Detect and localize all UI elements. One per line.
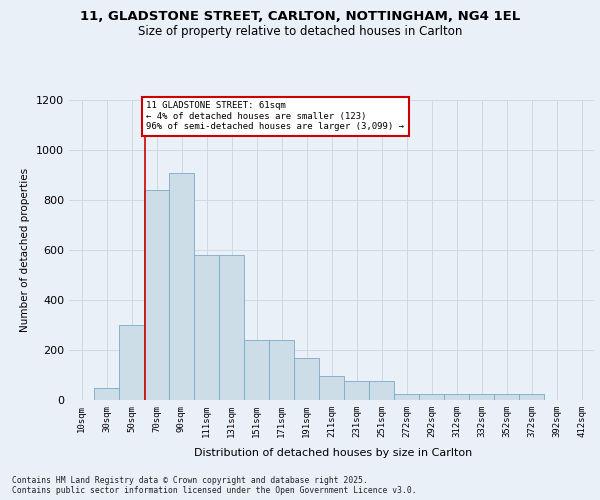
- Bar: [269, 340, 294, 400]
- Bar: [244, 340, 269, 400]
- Bar: [444, 394, 469, 400]
- Bar: [344, 381, 369, 400]
- Bar: [169, 172, 194, 400]
- Bar: [369, 381, 394, 400]
- Text: Contains HM Land Registry data © Crown copyright and database right 2025.
Contai: Contains HM Land Registry data © Crown c…: [12, 476, 416, 495]
- Bar: [319, 376, 344, 400]
- Text: Distribution of detached houses by size in Carlton: Distribution of detached houses by size …: [194, 448, 472, 458]
- Bar: [194, 255, 219, 400]
- Bar: [119, 325, 144, 400]
- Text: 11 GLADSTONE STREET: 61sqm
← 4% of detached houses are smaller (123)
96% of semi: 11 GLADSTONE STREET: 61sqm ← 4% of detac…: [146, 101, 404, 131]
- Text: Size of property relative to detached houses in Carlton: Size of property relative to detached ho…: [138, 25, 462, 38]
- Bar: [144, 190, 169, 400]
- Bar: [469, 394, 494, 400]
- Y-axis label: Number of detached properties: Number of detached properties: [20, 168, 31, 332]
- Bar: [294, 358, 319, 400]
- Bar: [519, 394, 544, 400]
- Bar: [94, 388, 119, 400]
- Bar: [394, 394, 419, 400]
- Text: 11, GLADSTONE STREET, CARLTON, NOTTINGHAM, NG4 1EL: 11, GLADSTONE STREET, CARLTON, NOTTINGHA…: [80, 10, 520, 23]
- Bar: [419, 394, 444, 400]
- Bar: [219, 255, 244, 400]
- Bar: [494, 394, 519, 400]
